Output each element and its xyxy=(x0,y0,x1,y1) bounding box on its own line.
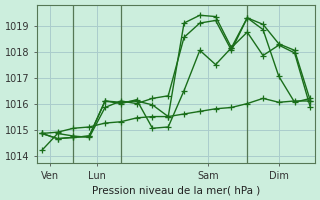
X-axis label: Pression niveau de la mer( hPa ): Pression niveau de la mer( hPa ) xyxy=(92,185,260,195)
